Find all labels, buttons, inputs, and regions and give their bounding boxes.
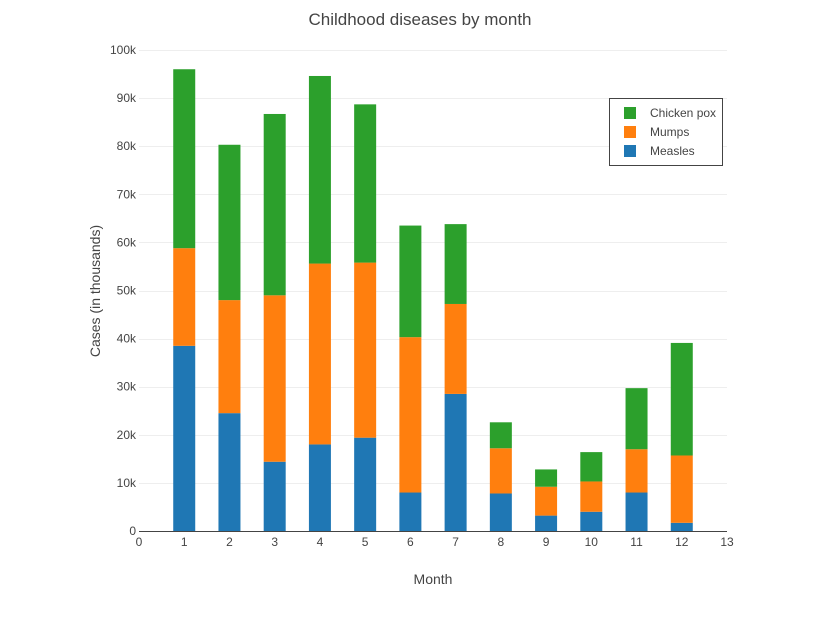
bar-segment[interactable] <box>489 422 512 449</box>
legend[interactable]: Chicken pox Mumps Measles <box>609 98 723 166</box>
bar-segment[interactable] <box>444 224 467 304</box>
x-tick-label: 6 <box>407 535 414 549</box>
y-axis-title: Cases (in thousands) <box>87 225 103 357</box>
bar-segment[interactable] <box>354 262 377 438</box>
legend-item[interactable]: Mumps <box>624 125 689 139</box>
bar-segment[interactable] <box>535 469 558 487</box>
y-tick-label: 100k <box>110 43 137 57</box>
x-tick-label: 2 <box>226 535 233 549</box>
bar-segment[interactable] <box>308 444 331 531</box>
bar-segment[interactable] <box>670 522 693 531</box>
bar-segment[interactable] <box>535 486 558 516</box>
legend-swatch <box>624 145 636 157</box>
y-axis-ticks: 0 10k 20k 30k 40k 50k 60k 70k 80k 90k 100k <box>110 43 137 538</box>
bar-segment[interactable] <box>580 481 603 512</box>
bar-segment[interactable] <box>670 342 693 456</box>
legend-swatch <box>624 126 636 138</box>
bar-segment[interactable] <box>354 437 377 531</box>
bar-segment[interactable] <box>263 461 286 531</box>
bar-segment[interactable] <box>489 493 512 531</box>
bar-segment[interactable] <box>489 448 512 494</box>
y-tick-label: 20k <box>117 428 137 442</box>
bar-segment[interactable] <box>173 69 196 249</box>
bar-segment[interactable] <box>218 144 241 301</box>
x-tick-label: 1 <box>181 535 188 549</box>
y-tick-label: 80k <box>117 139 137 153</box>
bar-segment[interactable] <box>399 225 422 338</box>
legend-item[interactable]: Chicken pox <box>624 106 716 120</box>
x-tick-label: 8 <box>498 535 505 549</box>
bar-segment[interactable] <box>354 104 377 263</box>
bar-segment[interactable] <box>580 511 603 531</box>
x-tick-label: 3 <box>271 535 278 549</box>
y-tick-label: 0 <box>129 524 136 538</box>
bars <box>173 69 693 531</box>
bar-segment[interactable] <box>399 337 422 493</box>
y-tick-label: 10k <box>117 476 137 490</box>
y-tick-label: 50k <box>117 284 137 298</box>
legend-item[interactable]: Measles <box>624 144 695 158</box>
bar-segment[interactable] <box>670 455 693 523</box>
x-tick-label: 13 <box>720 535 734 549</box>
bar-segment[interactable] <box>535 515 558 531</box>
x-tick-label: 4 <box>317 535 324 549</box>
chart-title: Childhood diseases by month <box>308 10 531 29</box>
legend-label: Measles <box>650 144 695 158</box>
bar-segment[interactable] <box>399 492 422 531</box>
bar-segment[interactable] <box>625 492 648 531</box>
bar-segment[interactable] <box>580 452 603 482</box>
bar-segment[interactable] <box>218 300 241 414</box>
x-axis-ticks: 0 1 2 3 4 5 6 7 8 9 10 11 12 13 <box>136 535 734 549</box>
bar-segment[interactable] <box>444 393 467 531</box>
bar-segment[interactable] <box>173 345 196 531</box>
x-tick-label: 10 <box>585 535 599 549</box>
legend-label: Chicken pox <box>650 106 716 120</box>
y-tick-label: 60k <box>117 235 137 249</box>
bar-segment[interactable] <box>263 295 286 462</box>
bar-segment[interactable] <box>625 449 648 493</box>
bar-segment[interactable] <box>218 413 241 531</box>
bar-segment[interactable] <box>444 303 467 394</box>
y-tick-label: 90k <box>117 91 137 105</box>
y-tick-label: 30k <box>117 380 137 394</box>
x-tick-label: 5 <box>362 535 369 549</box>
x-tick-label: 7 <box>452 535 459 549</box>
legend-swatch <box>624 107 636 119</box>
x-tick-label: 0 <box>136 535 143 549</box>
y-tick-label: 40k <box>117 332 137 346</box>
bar-segment[interactable] <box>625 388 648 450</box>
bar-segment[interactable] <box>308 75 331 264</box>
bar-segment[interactable] <box>263 113 286 296</box>
x-tick-label: 9 <box>543 535 550 549</box>
y-tick-label: 70k <box>117 187 137 201</box>
bar-segment[interactable] <box>173 248 196 346</box>
x-axis-title: Month <box>414 571 453 587</box>
x-tick-label: 11 <box>630 535 643 549</box>
x-tick-label: 12 <box>675 535 689 549</box>
legend-label: Mumps <box>650 125 689 139</box>
bar-segment[interactable] <box>308 263 331 445</box>
